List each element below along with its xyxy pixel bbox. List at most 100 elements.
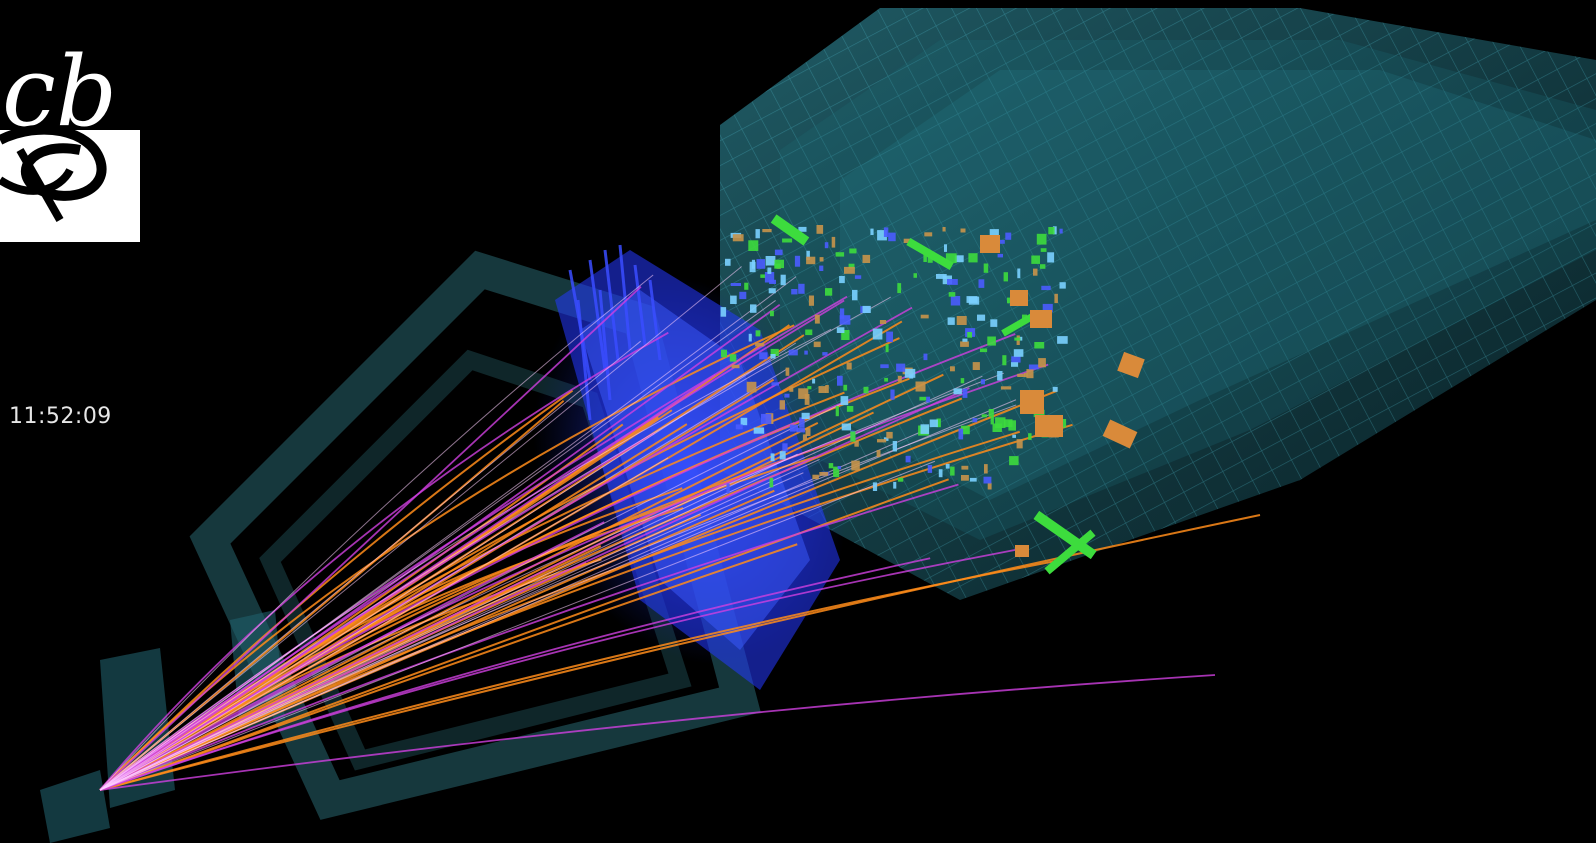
hit: [735, 424, 743, 430]
hit: [877, 439, 887, 443]
hit: [969, 477, 977, 482]
particle-track: [99, 404, 1017, 791]
hit: [851, 460, 860, 471]
hit: [770, 310, 774, 317]
hit: [1031, 255, 1040, 264]
hit: [961, 465, 969, 470]
hit: [1000, 386, 1012, 390]
hit: [840, 396, 849, 406]
hit: [936, 274, 947, 279]
particle-track: [99, 399, 565, 791]
particle-track: [99, 457, 669, 791]
hit: [813, 341, 821, 348]
hit: [839, 276, 845, 284]
hit: [862, 305, 871, 313]
hit: [950, 296, 961, 306]
hit: [767, 267, 772, 274]
particle-track: [99, 421, 819, 791]
hit: [1042, 303, 1053, 313]
hit: [822, 352, 828, 356]
hit: [1059, 282, 1066, 289]
particle-track: [99, 369, 787, 791]
hit: [748, 240, 759, 251]
particle-track: [99, 286, 642, 791]
hit: [837, 466, 842, 470]
hit: [725, 258, 731, 266]
hit: [897, 375, 902, 382]
hit: [1003, 272, 1008, 282]
hit: [748, 333, 752, 342]
hit: [1016, 439, 1023, 449]
hit: [740, 417, 748, 426]
particle-track: [99, 674, 1216, 791]
particle-track: [99, 389, 574, 791]
particle-track: [99, 548, 1016, 791]
hit: [828, 463, 834, 469]
hit: [756, 259, 765, 269]
hit: [929, 419, 938, 428]
hit: [1047, 252, 1055, 263]
hit: [1011, 362, 1019, 367]
hit: [804, 394, 810, 405]
particle-track: [99, 340, 642, 791]
hit: [841, 330, 850, 340]
hit: [1012, 434, 1016, 438]
hit: [739, 291, 747, 300]
hit: [744, 282, 749, 290]
hit: [1018, 336, 1023, 341]
hit: [782, 238, 793, 243]
hit: [818, 386, 826, 393]
hit: [920, 314, 929, 319]
hit: [961, 475, 969, 481]
hit: [1057, 336, 1068, 344]
hit: [983, 476, 992, 484]
hit: [904, 368, 916, 378]
hit: [990, 319, 998, 327]
particle-track: [99, 478, 949, 791]
hit: [753, 427, 765, 434]
hit: [843, 384, 848, 391]
hit: [988, 409, 994, 417]
hit: [942, 227, 946, 232]
hit: [880, 364, 889, 369]
hit: [750, 304, 757, 313]
hit: [954, 255, 964, 263]
hit: [764, 272, 775, 283]
hit: [944, 244, 947, 252]
hit: [892, 441, 897, 452]
hit: [726, 483, 730, 493]
particle-track: [99, 489, 775, 791]
hit: [947, 317, 955, 325]
particle-track: [99, 363, 1049, 791]
hit: [972, 362, 980, 370]
green-hit-clusters: [770, 214, 1097, 575]
hit: [950, 366, 955, 372]
hit: [893, 481, 897, 489]
hit: [806, 256, 816, 265]
hit: [886, 331, 893, 343]
hit: [997, 253, 1003, 258]
hit: [835, 252, 845, 257]
hit: [841, 423, 851, 431]
hit: [990, 416, 994, 425]
hit: [879, 320, 887, 324]
hit: [960, 425, 970, 435]
hit: [1040, 248, 1047, 252]
hit: [960, 378, 965, 384]
hit: [1059, 228, 1063, 234]
hit: [885, 344, 889, 353]
hit: [883, 437, 889, 441]
hit: [1041, 285, 1051, 291]
hit: [732, 234, 744, 242]
hit: [760, 274, 766, 278]
hit: [953, 388, 962, 395]
hit: [825, 288, 833, 296]
hit: [877, 230, 887, 241]
hit: [721, 349, 727, 358]
hit: [789, 424, 799, 432]
hit: [819, 265, 824, 271]
hit: [770, 354, 776, 359]
hit: [947, 279, 958, 285]
hit: [755, 330, 761, 337]
hit: [863, 386, 869, 394]
